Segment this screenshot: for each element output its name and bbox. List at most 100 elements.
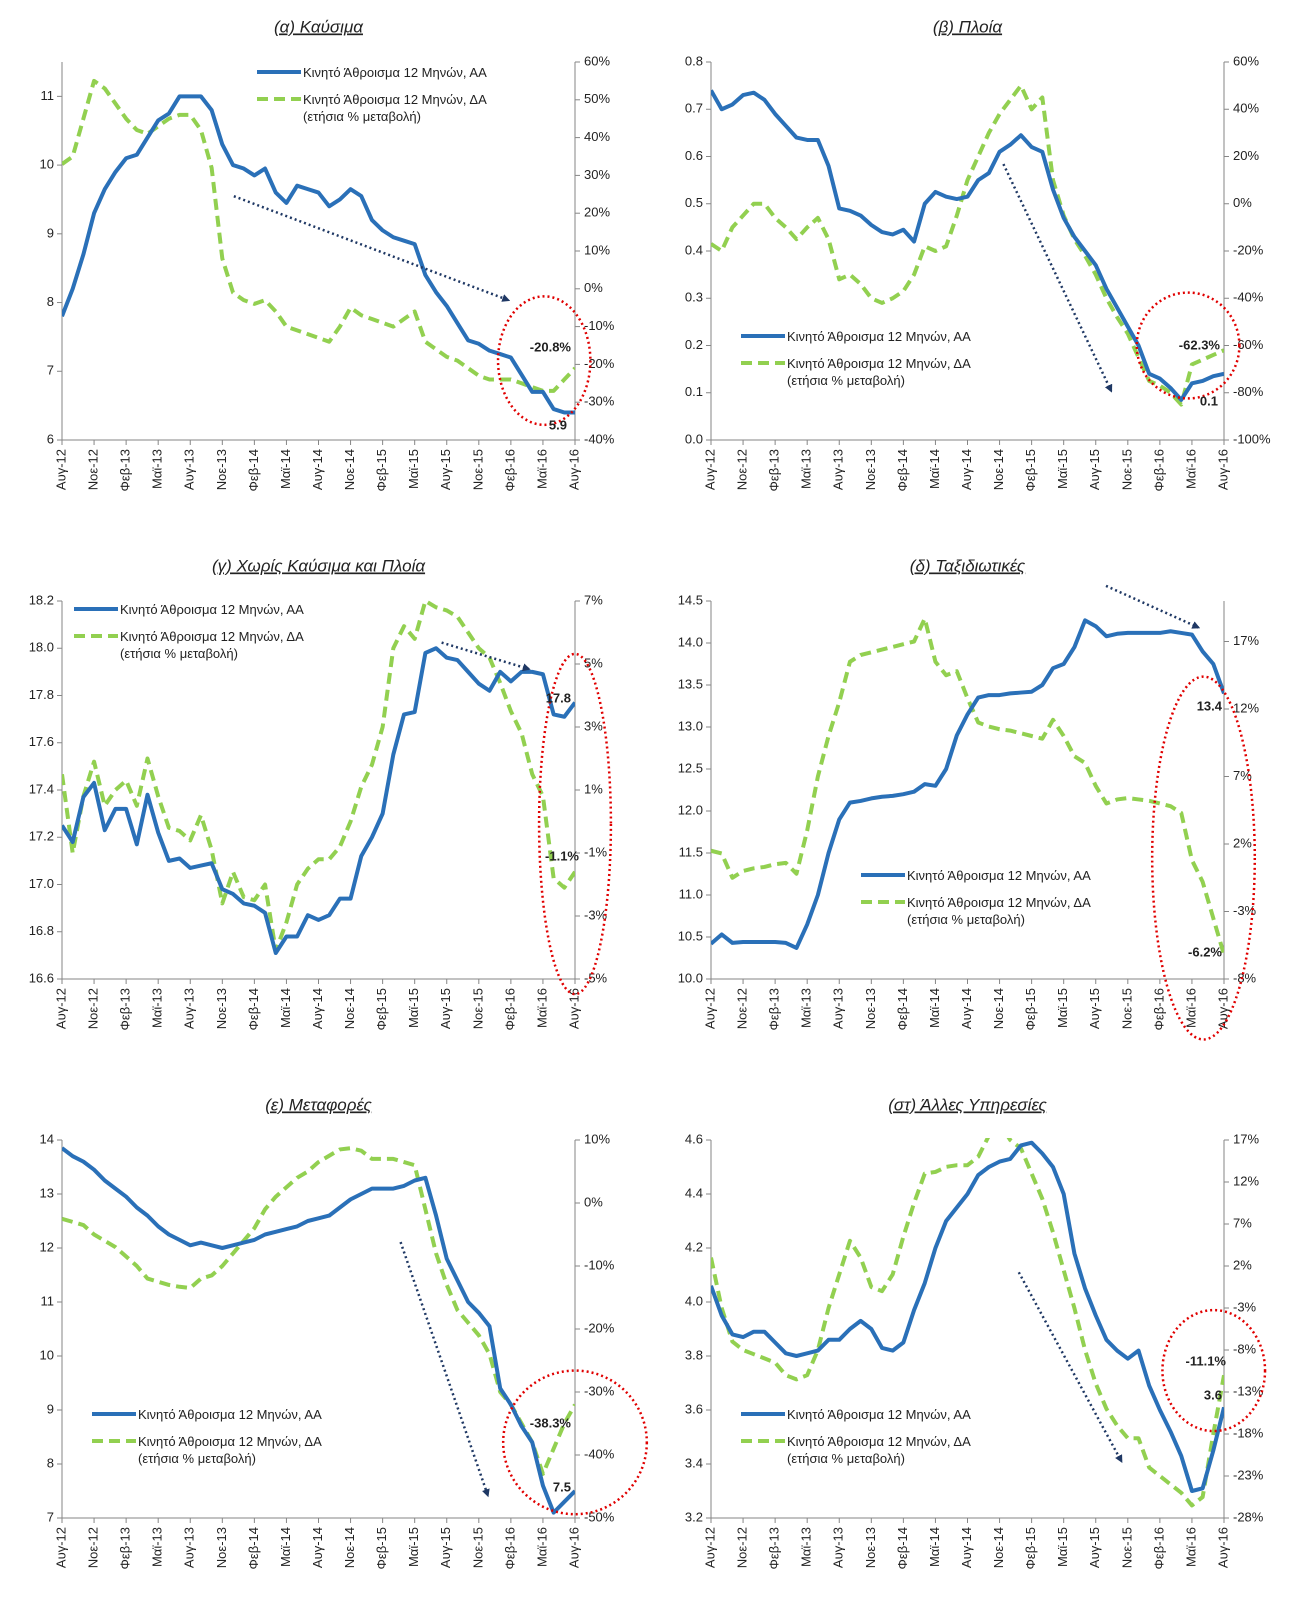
y-tick-label: 13.5 <box>678 676 703 691</box>
y-tick-label: 3.4 <box>685 1455 703 1470</box>
x-tick-label: Νοε-13 <box>214 988 229 1029</box>
x-tick-label: Αυγ-15 <box>1087 988 1102 1029</box>
x-tick-label: Νοε-12 <box>735 988 750 1029</box>
x-tick-label: Αυγ-15 <box>438 449 453 490</box>
y-tick-label: 9 <box>47 225 54 240</box>
y2-tick-label: 3% <box>584 718 603 733</box>
trend-arrow <box>1105 584 1201 629</box>
x-tick-label: Αυγ-16 <box>566 449 581 490</box>
legend-swatch <box>861 900 905 904</box>
y-tick-label: 3.6 <box>685 1401 703 1416</box>
x-tick-label: Μαϊ-13 <box>150 988 165 1028</box>
x-tick-label: Φεβ-13 <box>767 449 782 491</box>
x-tick-label: Μαϊ-14 <box>278 449 293 489</box>
x-tick-label: Μαϊ-16 <box>534 1527 549 1567</box>
x-tick-label: Αυγ-14 <box>310 1527 325 1568</box>
chart-panel: (γ) Χωρίς Καύσιμα και Πλοία 16.6 16.8 17.0 1… <box>0 539 649 1078</box>
y2-tick-label: 17% <box>1233 633 1259 648</box>
y-tick-label: 12 <box>40 1239 54 1254</box>
x-tick-label: Φεβ-16 <box>502 449 517 491</box>
legend-label: Κινητό Άθροισμα 12 Μηνών, ΑΑ <box>907 868 1091 883</box>
series-line <box>711 89 1224 402</box>
legend-swatch <box>257 97 301 101</box>
y2-tick-label: -1% <box>584 844 608 859</box>
x-tick-label: Νοε-14 <box>342 1527 357 1568</box>
y-tick-label: 18.2 <box>29 592 54 607</box>
y-tick-label: 0.7 <box>685 101 703 116</box>
annotation: 17.8 <box>546 690 571 705</box>
x-tick-label: Αυγ-13 <box>831 988 846 1029</box>
y-tick-label: 10.0 <box>678 970 703 985</box>
legend-label: Κινητό Άθροισμα 12 Μηνών, ΑΑ <box>138 1407 322 1422</box>
y2-tick-label: -13% <box>1233 1383 1264 1398</box>
y-tick-label: 16.6 <box>29 970 54 985</box>
x-tick-label: Αυγ-14 <box>310 449 325 490</box>
x-tick-label: Νοε-15 <box>470 1527 485 1568</box>
x-tick-label: Φεβ-15 <box>1023 1527 1038 1569</box>
legend-label: Κινητό Άθροισμα 12 Μηνών, ΑΑ <box>787 1407 971 1422</box>
y-tick-label: 17.2 <box>29 829 54 844</box>
chart: (α) Καύσιμα 6 7 8 9 10 11 60% 50% 40% 30% 20% 10% 0% -… <box>40 17 615 491</box>
legend: Κινητό Άθροισμα 12 Μηνών, ΑΑ Κινητό Άθροι… <box>92 1406 343 1477</box>
chart: (δ) Ταξιδιωτικές 10.0 10.5 11.0 11.5 12.0 12.5… <box>678 556 1259 1041</box>
x-tick-label: Νοε-15 <box>470 988 485 1029</box>
x-tick-label: Φεβ-13 <box>118 988 133 1030</box>
y2-tick-label: 12% <box>1233 1173 1259 1188</box>
x-tick-label: Μαϊ-14 <box>927 449 942 489</box>
legend-swatch <box>74 607 118 611</box>
plot-area <box>711 83 1224 407</box>
legend-entry: Κινητό Άθροισμα 12 Μηνών, ΔΑ (ετήσια % μ… <box>741 1433 992 1467</box>
chart-panel: (α) Καύσιμα 6 7 8 9 10 11 60% 50% 40% 30% 20% 10% 0% -… <box>0 0 649 539</box>
x-tick-label: Νοε-13 <box>214 449 229 490</box>
x-tick-label: Φεβ-16 <box>1151 449 1166 491</box>
x-tick-label: Μαϊ-14 <box>278 988 293 1028</box>
x-tick-label: Φεβ-15 <box>374 449 389 491</box>
x-tick-label: Μαϊ-16 <box>534 988 549 1028</box>
x-tick-label: Αυγ-14 <box>959 988 974 1029</box>
y2-tick-label: -20% <box>584 356 615 371</box>
y2-tick-label: -28% <box>1233 1509 1264 1524</box>
legend-label: Κινητό Άθροισμα 12 Μηνών, ΔΑ (ετήσια % μ… <box>303 92 487 124</box>
legend-label: Κινητό Άθροισμα 12 Μηνών, ΔΑ (ετήσια % μ… <box>120 629 304 661</box>
y2-tick-label: -8% <box>1233 1341 1257 1356</box>
x-tick-label: Αυγ-15 <box>1087 449 1102 490</box>
y-tick-label: 4.0 <box>685 1293 703 1308</box>
x-tick-label: Αυγ-14 <box>310 988 325 1029</box>
x-tick-label: Μαϊ-13 <box>799 1527 814 1567</box>
legend-label: Κινητό Άθροισμα 12 Μηνών, ΑΑ <box>303 65 487 80</box>
x-tick-label: Αυγ-12 <box>53 988 68 1029</box>
x-tick-label: Μαϊ-15 <box>406 449 421 489</box>
x-tick-label: Νοε-14 <box>991 1527 1006 1568</box>
x-tick-label: Φεβ-15 <box>1023 988 1038 1030</box>
x-tick-label: Νοε-14 <box>991 449 1006 490</box>
x-tick-label: Μαϊ-15 <box>1055 1527 1070 1567</box>
y2-tick-label: 0% <box>584 280 603 295</box>
x-tick-label: Φεβ-16 <box>502 988 517 1030</box>
y-tick-label: 11.0 <box>679 886 703 901</box>
legend-entry: Κινητό Άθροισμα 12 Μηνών, ΔΑ (ετήσια % μ… <box>861 894 1112 928</box>
annotation: 5.9 <box>549 417 567 432</box>
y2-tick-label: -8% <box>1233 970 1257 985</box>
x-tick-label: Νοε-12 <box>86 449 101 490</box>
legend-swatch <box>741 361 785 365</box>
y-tick-label: 6 <box>47 431 54 446</box>
legend-entry: Κινητό Άθροισμα 12 Μηνών, ΑΑ <box>92 1406 343 1423</box>
chart: (β) Πλοία 0.0 0.1 0.2 0.3 0.4 0.5 0.6 0.7 0.8 60% 4… <box>685 17 1271 491</box>
chart: (ε) Μεταφορές 7 8 9 10 11 12 13 14 10% 0% -10% -20% -… <box>40 1095 649 1569</box>
x-tick-label: Νοε-15 <box>1119 449 1134 490</box>
x-tick-label: Αυγ-15 <box>1087 1527 1102 1568</box>
x-tick-label: Μαϊ-15 <box>406 1527 421 1567</box>
y2-tick-label: 10% <box>584 1131 610 1146</box>
y-tick-label: 0.2 <box>685 337 703 352</box>
y2-tick-label: -10% <box>584 1257 615 1272</box>
x-tick-label: Φεβ-15 <box>374 988 389 1030</box>
y2-tick-label: 12% <box>1233 700 1259 715</box>
x-tick-label: Φεβ-16 <box>1151 988 1166 1030</box>
y2-tick-label: 20% <box>584 205 610 220</box>
y-tick-label: 4.4 <box>685 1185 703 1200</box>
annotation: -38.3% <box>530 1415 572 1430</box>
y-tick-label: 14.0 <box>678 634 703 649</box>
x-tick-label: Αυγ-15 <box>438 1527 453 1568</box>
x-tick-label: Αυγ-13 <box>831 1527 846 1568</box>
x-tick-label: Αυγ-13 <box>831 449 846 490</box>
